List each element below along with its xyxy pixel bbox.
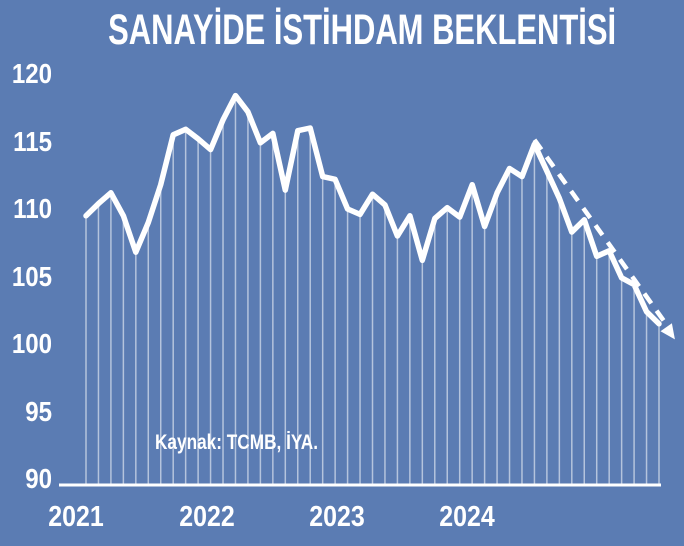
y-axis-tick-95: 95: [25, 395, 52, 427]
series-line: [83, 92, 662, 327]
trend-arrowhead-icon: [660, 323, 675, 340]
y-axis-tick-105: 105: [11, 260, 53, 292]
y-axis-tick-110: 110: [13, 193, 52, 224]
y-axis-tick-115: 115: [13, 125, 52, 157]
y-axis-tick-120: 120: [11, 58, 53, 89]
x-axis-tick-2021: 2021: [48, 501, 104, 533]
x-axis-tick-2023: 2023: [309, 501, 365, 533]
chart-title: SANAYİDE İSTİHDAM BEKLENTİSİ: [108, 6, 617, 54]
y-axis-tick-100: 100: [11, 328, 53, 359]
trend-dashed-line: [532, 138, 668, 325]
drop-lines: [85, 97, 660, 484]
x-axis-tick-2024: 2024: [439, 501, 495, 533]
x-axis-tick-2022: 2022: [179, 501, 235, 533]
source-note: Kaynak: TCMB, İYA.: [155, 431, 319, 454]
y-axis-tick-90: 90: [25, 463, 52, 494]
